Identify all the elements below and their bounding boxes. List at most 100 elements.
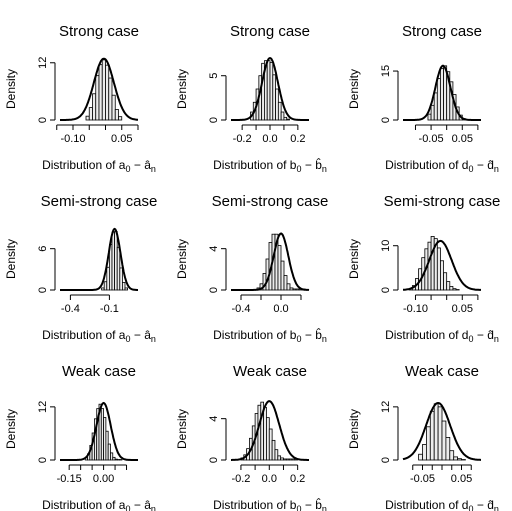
histogram-bar <box>418 453 423 461</box>
histogram-bar <box>107 443 111 461</box>
histogram-bar <box>440 260 444 291</box>
chart-panel: Weak case -0.05 0.05 0 12 Density Distribution… <box>347 363 499 511</box>
y-tick-label: 15 <box>380 65 392 77</box>
histogram-bar <box>422 444 427 461</box>
x-tick-label: -0.05 <box>410 473 435 485</box>
chart-panel: Weak case -0.15 0.00 0 12 Density Distribution… <box>4 363 156 511</box>
histogram-bar <box>441 420 447 461</box>
density-curve <box>402 401 481 461</box>
histogram-bar <box>119 267 123 291</box>
y-axis-label: Density <box>347 69 361 109</box>
x-axis-label: Distribution of b0 − b̂n <box>213 497 327 511</box>
y-axis-label: Density <box>4 69 18 109</box>
histogram-bar <box>443 272 448 291</box>
x-axis-label: Distribution of a0 − ân <box>42 328 156 344</box>
histogram-bar <box>277 245 282 291</box>
histogram-bar <box>283 275 288 291</box>
histogram-bar <box>111 94 116 121</box>
histogram-bar <box>269 62 274 121</box>
y-axis-label: Density <box>347 409 361 449</box>
y-axis-label: Density <box>175 409 189 449</box>
chart-panel: Semi-strong case -0.10 0.05 0 10 Density Distr… <box>347 193 500 344</box>
histogram-bar <box>433 403 439 461</box>
histogram-bar <box>266 417 270 461</box>
x-tick-label: -0.05 <box>419 133 444 145</box>
x-tick-label: 0.2 <box>290 133 305 145</box>
histogram-bar <box>110 452 114 461</box>
y-axis-label: Density <box>175 239 189 279</box>
histogram-bar <box>446 281 451 291</box>
chart-panel: Strong case -0.10 0.05 0 12 Density Distributi… <box>4 23 156 174</box>
y-tick-label: 4 <box>208 416 220 422</box>
histogram-bar <box>122 282 126 291</box>
density-curve <box>403 64 481 121</box>
density-curve <box>60 57 138 121</box>
y-tick-label: 0 <box>380 287 392 293</box>
density-curve <box>60 401 138 461</box>
chart-panel: Weak case -0.2 0.0 0.2 0 4 Density Distribution… <box>175 363 327 511</box>
y-tick-label: 10 <box>380 240 392 252</box>
x-axis-label: Distribution of d0 − d̂n <box>385 498 499 511</box>
chart-panel: Strong case -0.2 0.0 0.2 0 5 Density Distributi… <box>175 23 327 174</box>
y-tick-label: 6 <box>37 246 49 252</box>
histogram-bar <box>280 457 284 461</box>
histogram-bar <box>457 458 462 461</box>
x-axis-label: Distribution of d0 − d̂n <box>385 158 499 174</box>
chart-title: Weak case <box>62 363 136 380</box>
x-tick-label: 0.0 <box>262 133 277 145</box>
y-tick-label: 0 <box>37 457 49 463</box>
y-tick-label: 5 <box>208 73 220 79</box>
x-tick-label: -0.15 <box>57 473 82 485</box>
histogram-bar <box>88 107 93 121</box>
y-tick-label: 12 <box>37 401 49 413</box>
histogram-bar <box>436 247 441 291</box>
histogram-bar <box>114 109 119 121</box>
chart-panel: Strong case -0.05 0.05 0 15 Density Distributi… <box>347 23 499 174</box>
x-axis-label: Distribution of b0 − b̂n <box>213 327 327 344</box>
histogram-bar <box>280 111 285 121</box>
histogram-bar <box>436 78 441 121</box>
histogram-bar <box>275 88 279 121</box>
x-tick-label: -0.10 <box>60 133 85 145</box>
histogram-bar <box>272 74 276 121</box>
histogram-bar <box>433 92 438 121</box>
histogram-bar <box>257 404 262 461</box>
histogram-bar <box>85 115 90 121</box>
histogram-bar <box>271 439 276 461</box>
histogram-bar <box>437 406 443 461</box>
histogram-bar <box>118 116 123 121</box>
histogram-bar <box>283 458 287 461</box>
y-tick-label: 0 <box>208 457 220 463</box>
y-tick-label: 12 <box>380 401 392 413</box>
chart-panel: Semi-strong case -0.4 -0.1 0 6 Density Distrib… <box>4 193 157 344</box>
y-tick-label: 4 <box>208 246 220 252</box>
histogram-bar <box>286 118 290 121</box>
chart-title: Semi-strong case <box>41 193 158 210</box>
x-tick-label: 0.05 <box>111 133 132 145</box>
y-axis-label: Density <box>347 239 361 279</box>
density-curve <box>231 400 309 461</box>
y-tick-label: 0 <box>37 117 49 123</box>
histogram-bar <box>98 64 103 121</box>
histogram-bar <box>292 288 297 291</box>
x-tick-label: -0.1 <box>100 303 119 315</box>
x-tick-label: 0.0 <box>262 473 277 485</box>
histogram-bar <box>425 426 431 461</box>
chart-title: Strong case <box>59 23 139 40</box>
histogram-bar <box>286 283 291 291</box>
x-axis-label: Distribution of a0 − ân <box>42 498 156 511</box>
histogram-bar <box>124 287 128 291</box>
histogram-bar <box>427 113 432 121</box>
histogram-bar <box>427 241 432 291</box>
x-tick-label: -0.10 <box>403 303 428 315</box>
histogram-bar <box>289 287 294 291</box>
chart-title: Semi-strong case <box>212 193 329 210</box>
histogram-bar <box>280 260 285 291</box>
histogram-bar <box>449 450 455 461</box>
x-tick-label: 0.2 <box>290 473 305 485</box>
y-tick-label: 0 <box>380 457 392 463</box>
histogram-bar <box>452 288 457 291</box>
histogram-bar <box>291 458 296 461</box>
density-curve <box>231 56 309 121</box>
